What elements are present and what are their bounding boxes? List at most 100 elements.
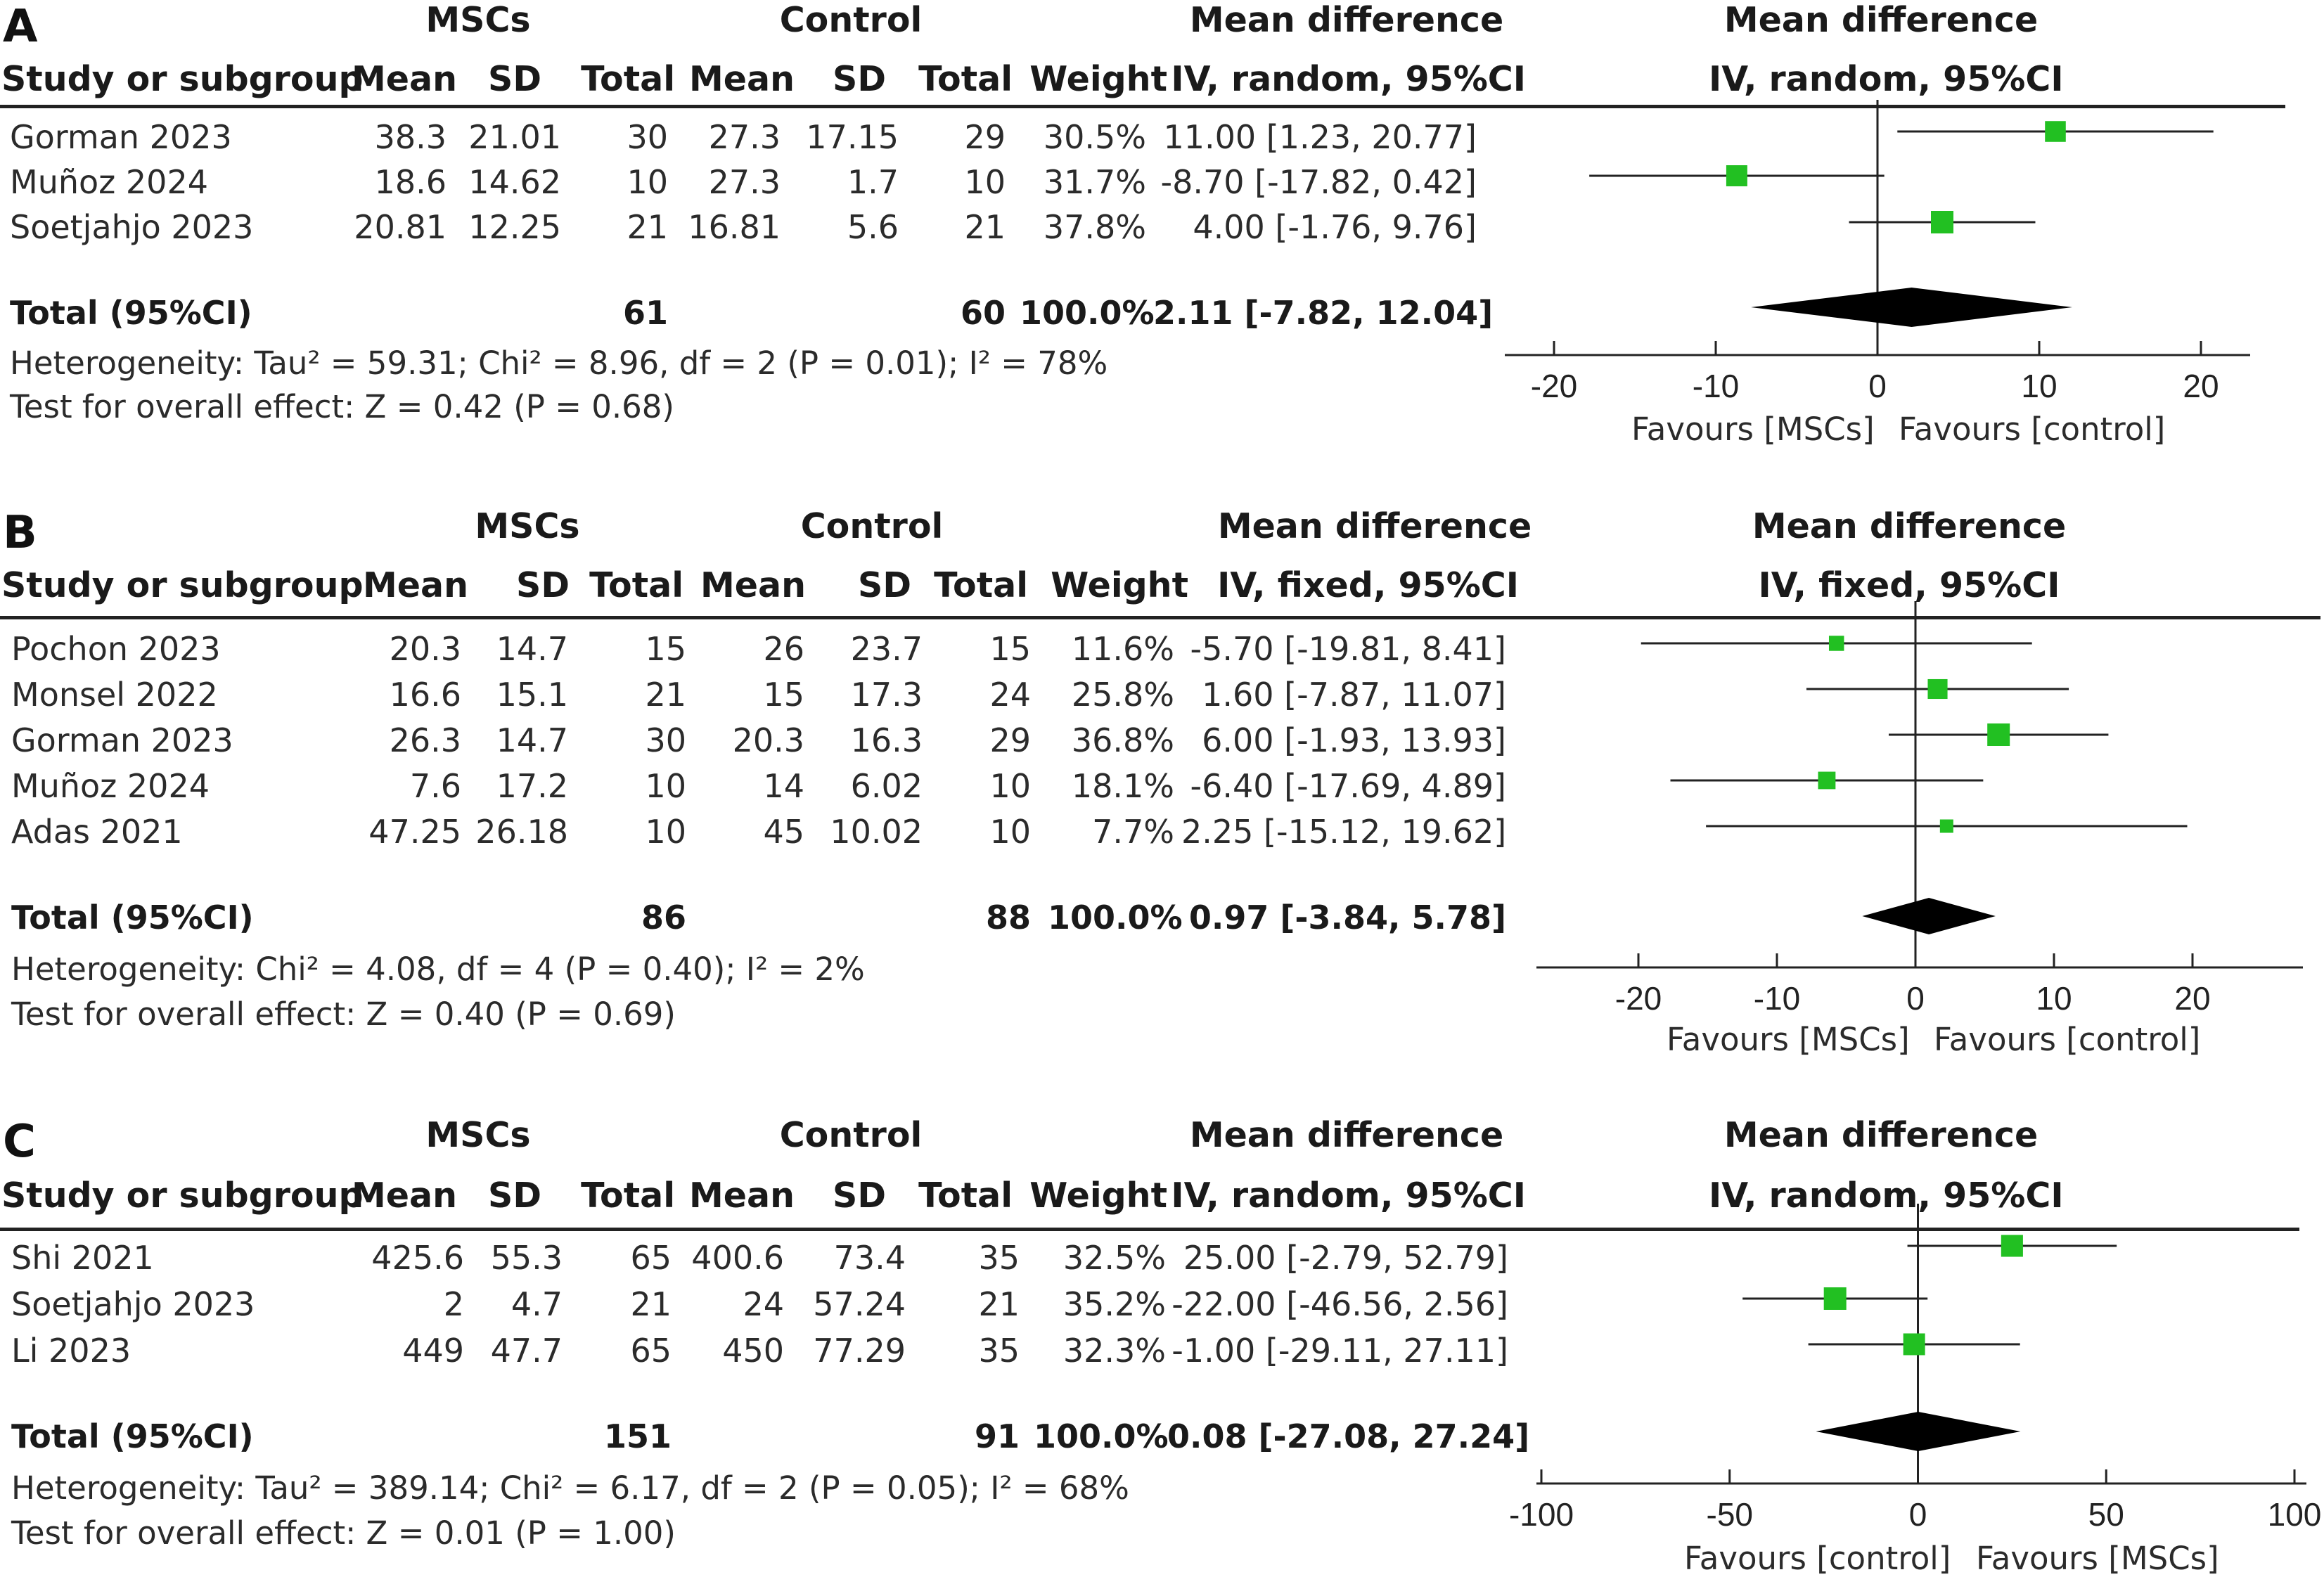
exp-total: 15 [645,630,686,668]
x-tick-label: -10 [1754,980,1800,1017]
total-ctl: 88 [985,899,1031,936]
group-header-plot: Mean difference [1752,506,2067,546]
ctl-mean: 400.6 [691,1239,784,1277]
col-ci: IV, random, 95%CI [1171,59,1526,99]
total-ctl: 60 [960,294,1006,332]
ctl-mean: 16.81 [688,208,781,246]
group-header-msc: MSCs [475,506,580,546]
heterogeneity-note: Heterogeneity: Tau² = 59.31; Chi² = 8.96… [10,345,1108,382]
favours-left: Favours [MSCs] [1631,411,1875,448]
x-tick-label: 20 [2183,368,2219,404]
ctl-sd: 1.7 [847,163,899,201]
pooled-diamond [1751,288,2072,327]
col-ctl-total: Total [918,59,1013,99]
weight: 18.1% [1071,767,1174,805]
ci-text: -8.70 [-17.82, 0.42] [1160,163,1477,201]
overall-effect-note: Test for overall effect: Z = 0.40 (P = 0… [11,996,676,1033]
x-tick-label: -10 [1693,368,1739,404]
col-exp-mean: Mean [363,565,468,605]
ci-text: -6.40 [-17.69, 4.89] [1190,767,1507,805]
header-rule [0,616,2320,619]
ctl-total: 10 [964,163,1006,201]
exp-total: 10 [645,813,686,851]
x-tick-label: 0 [1868,368,1887,404]
ctl-total: 35 [978,1239,1020,1277]
favours-left: Favours [control] [1684,1540,1951,1577]
exp-total: 10 [627,163,668,201]
exp-sd: 26.18 [475,813,568,851]
col-ctl-mean: Mean [700,565,806,605]
study-marker [1823,1287,1847,1310]
x-tick-label: 100 [2268,1496,2322,1533]
ctl-total: 21 [964,208,1006,246]
weight: 32.3% [1063,1332,1166,1370]
forest-plot: -20 -10 0 10 20 [1536,601,2303,1017]
exp-mean: 425.6 [371,1239,464,1277]
x-tick-label: 10 [2021,368,2057,404]
col-exp-sd: SD [488,59,541,99]
study-name: Shi 2021 [11,1239,154,1277]
ci-text: 2.25 [-15.12, 19.62] [1181,813,1507,851]
total-ci: 0.97 [-3.84, 5.78] [1188,899,1506,936]
header-rule [0,105,2285,108]
col-ctl-mean: Mean [689,1176,795,1216]
forest-panel-c: C MSCs Control Mean difference Mean diff… [0,1055,2324,1577]
ctl-sd: 10.02 [830,813,923,851]
total-ctl: 91 [974,1417,1020,1455]
study-name: Soetjahjo 2023 [10,208,254,246]
ctl-mean: 15 [763,676,804,714]
ctl-total: 15 [989,630,1031,668]
exp-sd: 47.7 [490,1332,563,1370]
col-exp-total: Total [581,59,675,99]
ctl-total: 10 [989,767,1031,805]
ci-text: 1.60 [-7.87, 11.07] [1202,676,1506,714]
study-marker [1939,819,1953,833]
ctl-sd: 77.29 [813,1332,906,1370]
exp-mean: 20.3 [389,630,461,668]
exp-mean: 449 [402,1332,464,1370]
col-ctl-sd: SD [833,59,886,99]
study-marker [1927,678,1948,700]
forest-plot: -100 -50 0 50 100 [1509,1204,2322,1533]
ctl-total: 24 [989,676,1031,714]
exp-total: 21 [627,208,668,246]
col-study: Study or subgroup [1,59,364,99]
ctl-sd: 6.02 [850,767,923,805]
total-weight: 100.0% [1048,899,1183,936]
plot-subtitle: IV, random, 95%CI [1709,1176,2064,1216]
favours-left: Favours [MSCs] [1667,1021,1910,1058]
col-exp-sd: SD [488,1176,541,1216]
pooled-diamond [1816,1412,2021,1451]
x-tick-label: 50 [2088,1496,2124,1533]
col-exp-sd: SD [516,565,570,605]
x-tick-label: -50 [1707,1496,1753,1533]
ctl-sd: 23.7 [850,630,923,668]
ci-text: 4.00 [-1.76, 9.76] [1193,208,1477,246]
total-label: Total (95%CI) [10,294,252,332]
col-ctl-sd: SD [833,1176,886,1216]
total-exp: 61 [622,294,668,332]
study-name: Monsel 2022 [11,676,218,714]
panel-label: B [3,507,37,559]
x-tick-label: -20 [1615,980,1662,1017]
study-name: Soetjahjo 2023 [11,1285,255,1323]
weight: 7.7% [1092,813,1174,851]
col-exp-mean: Mean [352,1176,457,1216]
forest-panel-b: B MSCs Control Mean difference Mean diff… [0,506,2324,1055]
exp-sd: 55.3 [490,1239,563,1277]
exp-total: 65 [630,1332,672,1370]
col-weight: Weight [1029,1176,1167,1216]
exp-total: 21 [630,1285,672,1323]
ctl-sd: 57.24 [813,1285,906,1323]
ctl-mean: 45 [763,813,804,851]
exp-total: 65 [630,1239,672,1277]
exp-total: 10 [645,767,686,805]
ctl-mean: 27.3 [708,118,781,156]
ci-text: -5.70 [-19.81, 8.41] [1190,630,1507,668]
study-name: Pochon 2023 [11,630,221,668]
total-weight: 100.0% [1034,1417,1169,1455]
total-exp: 86 [641,899,686,936]
forest-panel-a: A MSCs Control Mean difference Mean diff… [0,0,2324,506]
exp-sd: 21.01 [468,118,561,156]
study-marker [1818,771,1836,790]
